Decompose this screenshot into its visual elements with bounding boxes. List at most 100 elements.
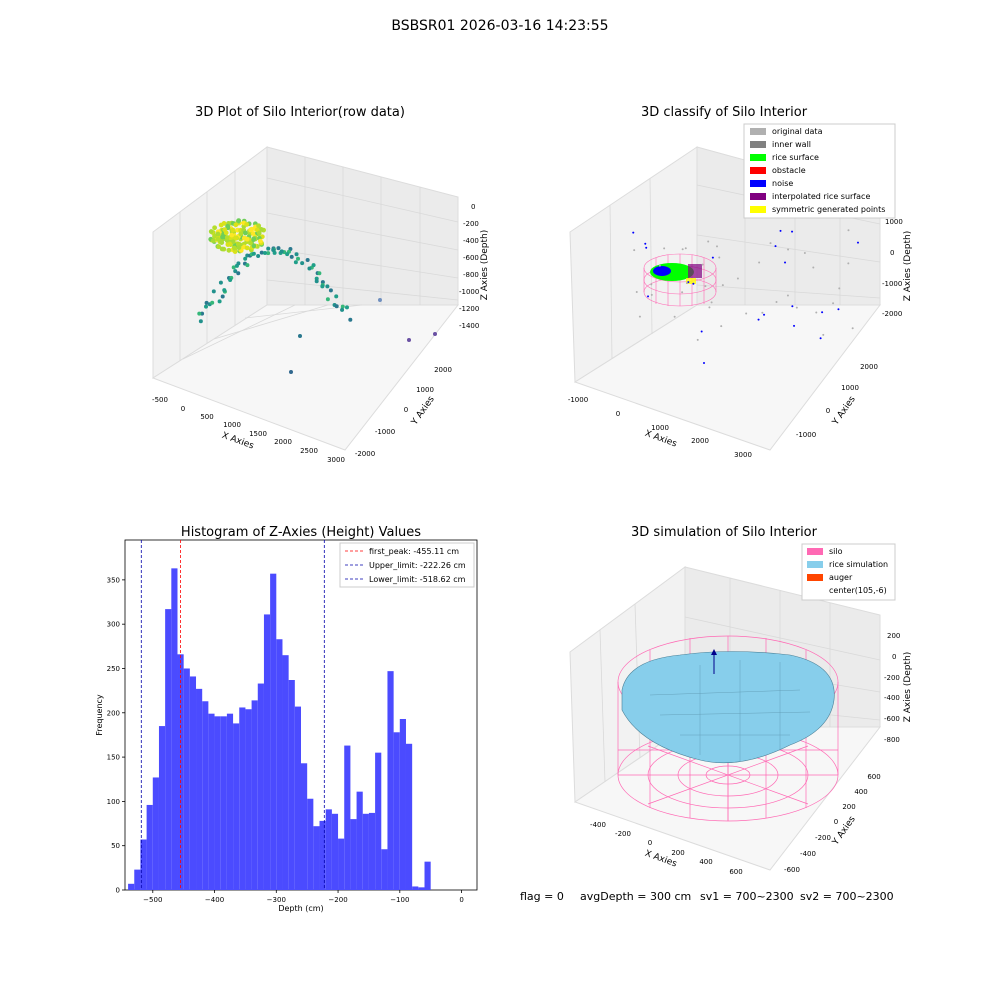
raw-point	[236, 271, 241, 276]
raw-ytick: -1000	[375, 428, 395, 436]
raw-point	[219, 246, 225, 252]
legend-swatch-obstacle	[750, 167, 766, 174]
legend-swatch-interpolated	[750, 193, 766, 200]
raw-xtick: 0	[181, 405, 185, 413]
classify-point	[684, 247, 687, 250]
simulation-plot-title: 3D simulation of Silo Interior	[631, 525, 818, 540]
raw-point	[334, 304, 339, 309]
legend-auger: auger	[829, 573, 853, 582]
raw-point	[210, 238, 216, 244]
raw-point	[256, 230, 262, 236]
classify-noise-core	[653, 266, 671, 276]
classify-point	[700, 330, 703, 333]
raw-point	[235, 241, 241, 247]
raw-point	[334, 294, 339, 299]
classify-point	[638, 315, 641, 318]
legend-rice-simulation: rice simulation	[829, 560, 888, 569]
classify-point	[632, 231, 635, 234]
raw-point	[407, 338, 411, 342]
raw-zlabel: Z Axies (Depth)	[480, 230, 490, 301]
histogram-xtick-label: −100	[390, 896, 409, 904]
classify-point	[708, 306, 711, 309]
histogram-bar	[263, 614, 271, 890]
histogram-bar	[294, 706, 301, 890]
raw-point	[248, 240, 253, 246]
raw-ztick: -800	[463, 271, 479, 279]
sim-xtick: 400	[699, 858, 712, 866]
raw-point	[298, 334, 302, 338]
histogram-bar	[375, 752, 382, 890]
classify-zlabel: Z Axies (Depth)	[903, 231, 913, 302]
raw-point	[200, 311, 205, 316]
histogram-bar	[251, 700, 258, 890]
histogram-bar	[257, 683, 264, 890]
raw-point	[220, 294, 225, 299]
raw-point	[325, 297, 330, 302]
raw-point	[217, 299, 222, 304]
raw-ztick: 0	[471, 203, 475, 211]
histogram-bar	[319, 820, 326, 890]
raw-ytick: 1000	[416, 386, 434, 394]
raw-xtick: -500	[152, 396, 168, 404]
classify-point	[701, 263, 704, 266]
sim-zlabel: Z Axies (Depth)	[903, 652, 913, 723]
classify-point	[812, 266, 815, 269]
histogram-bar	[220, 716, 227, 890]
raw-point	[325, 284, 330, 289]
raw-point	[218, 280, 223, 285]
raw-point	[211, 289, 216, 294]
sim-xtick: -200	[615, 830, 631, 838]
raw-point	[263, 251, 268, 256]
classify-point	[757, 318, 760, 321]
classify-scatter-points	[632, 229, 859, 364]
classify-point	[819, 337, 822, 340]
panel-classify-3d: 3D classify of Silo Interior -1000 0 100…	[568, 105, 913, 459]
histogram-bar	[418, 887, 425, 890]
histogram-bar	[202, 701, 209, 890]
histogram-ytick-label: 300	[107, 621, 120, 629]
classify-point	[720, 325, 723, 328]
histogram-ytick-label: 250	[107, 665, 120, 673]
sim-xtick: 600	[729, 868, 742, 876]
histogram-bar	[331, 813, 339, 890]
raw-point	[344, 305, 349, 310]
figure-title: BSBSR01 2026-03-16 14:23:55	[391, 18, 609, 34]
classify-point	[803, 251, 806, 254]
classify-xtick: 3000	[734, 451, 752, 459]
raw-point	[340, 304, 345, 309]
classify-point	[710, 301, 713, 304]
raw-point	[223, 230, 229, 236]
classify-point	[775, 301, 778, 304]
raw-point	[251, 243, 257, 249]
histogram-xtick-label: 0	[459, 896, 463, 904]
legend-swatch-inner-wall	[750, 141, 766, 148]
classify-point	[635, 291, 638, 294]
raw-point	[224, 235, 230, 240]
sim-ztick: -800	[884, 736, 900, 744]
classify-xtick: 1000	[651, 424, 669, 432]
sim-auger-arrow-icon	[711, 649, 717, 655]
panel-simulation-3d: 3D simulation of Silo Interior	[569, 525, 913, 876]
raw-point	[314, 279, 319, 284]
histogram-bar	[301, 763, 308, 890]
histogram-bar	[165, 609, 172, 890]
classify-plot-title: 3D classify of Silo Interior	[641, 105, 808, 120]
sim-ztick: -600	[884, 715, 900, 723]
raw-point	[378, 298, 382, 302]
histogram-bar	[362, 813, 369, 890]
raw-point	[248, 227, 253, 233]
classify-point	[650, 293, 653, 296]
classify-axis-ticks: -1000 0 1000 2000 3000 -1000 0 1000 2000…	[568, 218, 903, 459]
legend-first-peak: first_peak: -455.11 cm	[369, 547, 459, 556]
histogram-bar	[189, 676, 197, 890]
raw-ytick: -2000	[355, 450, 375, 458]
histogram-bar	[288, 680, 295, 890]
histogram-bar	[152, 777, 159, 890]
histogram-bar	[412, 886, 419, 890]
classify-point	[774, 245, 777, 248]
histogram-bar	[276, 639, 283, 890]
histogram-bar	[338, 838, 345, 890]
classify-point	[763, 313, 766, 316]
raw-point	[231, 265, 236, 270]
